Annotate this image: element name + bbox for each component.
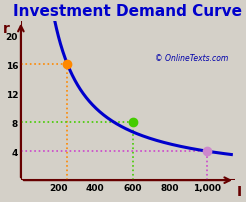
Title: Investment Demand Curve: Investment Demand Curve [14, 4, 243, 19]
Text: r: r [2, 22, 9, 36]
Text: I: I [237, 184, 242, 198]
Text: © OnlineTexts.com: © OnlineTexts.com [155, 53, 229, 62]
